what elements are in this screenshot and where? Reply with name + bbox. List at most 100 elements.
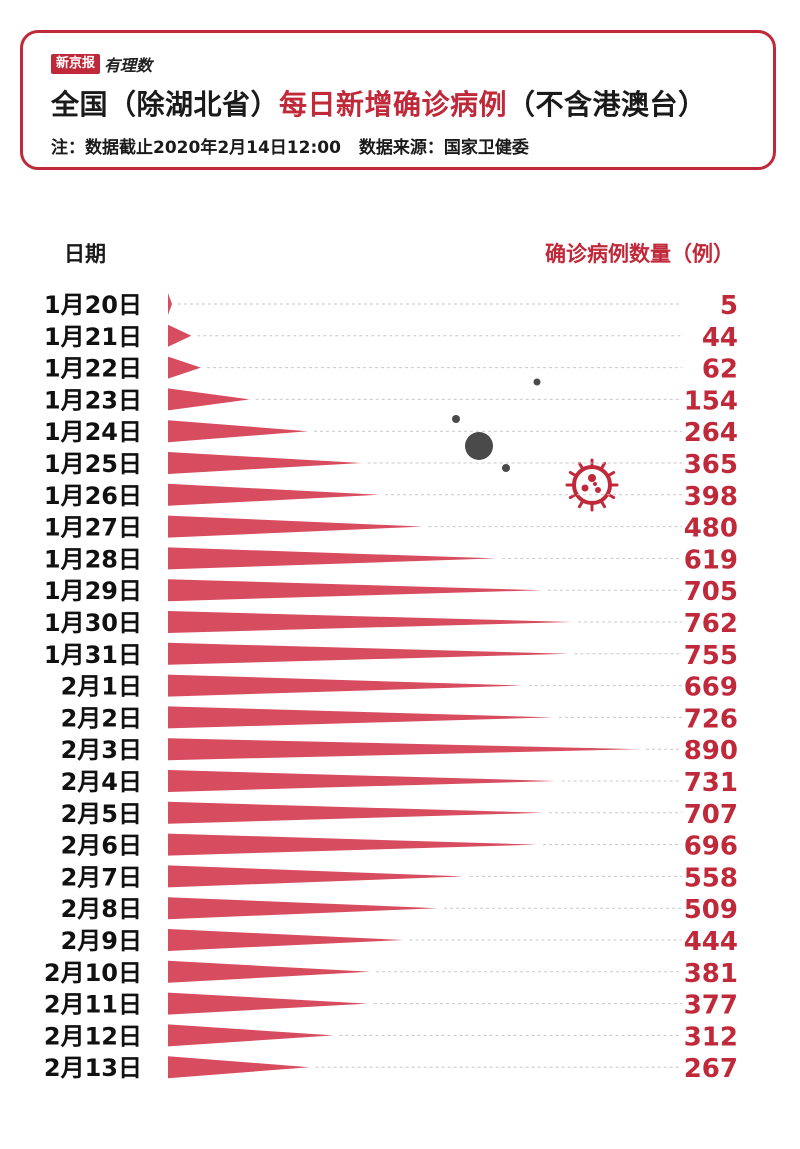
bar bbox=[168, 388, 250, 411]
bar bbox=[168, 706, 554, 729]
bar-row: 2月5日 707 bbox=[61, 800, 738, 830]
value-label: 890 bbox=[684, 736, 738, 766]
bar bbox=[168, 770, 556, 792]
dot-large-icon bbox=[465, 432, 493, 460]
bar-row: 2月9日 444 bbox=[61, 927, 738, 957]
bar bbox=[168, 1056, 310, 1079]
dot-small-3-icon bbox=[502, 464, 510, 472]
date-label: 1月22日 bbox=[44, 355, 142, 383]
date-label: 2月10日 bbox=[44, 959, 142, 987]
bar-row: 1月29日 705 bbox=[44, 577, 738, 607]
value-label: 312 bbox=[684, 1022, 738, 1052]
bar-row: 1月31日 755 bbox=[44, 641, 738, 671]
value-label: 381 bbox=[684, 959, 738, 989]
bar-row: 2月7日 558 bbox=[61, 863, 738, 893]
date-label: 2月6日 bbox=[61, 832, 142, 860]
bar bbox=[168, 515, 423, 538]
bar-row: 2月12日 312 bbox=[44, 1022, 738, 1052]
virus-icon bbox=[565, 458, 619, 512]
bar-row: 2月4日 731 bbox=[61, 768, 738, 798]
date-label: 2月1日 bbox=[61, 673, 142, 701]
note-cutoff: 注：数据截止2020年2月14日12:00 bbox=[51, 138, 341, 158]
value-label: 5 bbox=[720, 291, 738, 321]
bar bbox=[168, 611, 573, 633]
date-label: 1月29日 bbox=[44, 577, 142, 605]
date-label: 2月11日 bbox=[44, 991, 142, 1019]
date-label: 2月9日 bbox=[61, 927, 142, 955]
value-label: 558 bbox=[684, 863, 738, 893]
date-label: 2月12日 bbox=[44, 1022, 142, 1050]
bar bbox=[168, 738, 640, 761]
date-label: 1月20日 bbox=[44, 291, 142, 319]
bar-row: 1月22日 62 bbox=[44, 355, 738, 385]
bar bbox=[168, 483, 380, 506]
title-part-red: 每日新增确诊病例 bbox=[279, 88, 508, 121]
value-label: 669 bbox=[684, 673, 738, 703]
value-label: 154 bbox=[684, 386, 738, 416]
value-label: 44 bbox=[702, 323, 738, 353]
value-label: 731 bbox=[684, 768, 738, 798]
note-line: 注：数据截止2020年2月14日12:00 数据来源：国家卫健委 bbox=[51, 133, 529, 158]
bar bbox=[168, 833, 538, 856]
bar-row: 2月3日 890 bbox=[61, 736, 738, 766]
bar-row: 1月25日 365 bbox=[44, 450, 738, 480]
date-label: 2月7日 bbox=[61, 863, 142, 891]
bar bbox=[168, 420, 309, 443]
dot-small-2-icon bbox=[452, 415, 460, 423]
bar bbox=[168, 642, 569, 665]
title-part-2: （不含港澳台） bbox=[507, 88, 707, 121]
value-label: 62 bbox=[702, 355, 738, 385]
date-label: 1月31日 bbox=[44, 641, 142, 669]
date-column-header: 日期 bbox=[64, 242, 106, 266]
date-label: 1月21日 bbox=[44, 323, 142, 351]
count-column-header: 确诊病例数量（例） bbox=[545, 242, 734, 266]
value-label: 264 bbox=[684, 418, 738, 448]
bar bbox=[168, 579, 542, 602]
date-label: 1月26日 bbox=[44, 482, 142, 510]
bar-row: 1月28日 619 bbox=[44, 545, 738, 575]
bar bbox=[168, 324, 192, 347]
bar bbox=[168, 929, 404, 951]
bar-row: 2月11日 377 bbox=[44, 991, 738, 1021]
date-label: 1月30日 bbox=[44, 609, 142, 637]
value-label: 705 bbox=[684, 577, 738, 607]
date-label: 2月5日 bbox=[61, 800, 142, 828]
bar bbox=[168, 293, 172, 315]
bar-row: 2月8日 509 bbox=[61, 895, 738, 925]
value-label: 755 bbox=[684, 641, 738, 671]
logo-script: 有理数 bbox=[104, 56, 153, 75]
value-label: 707 bbox=[684, 800, 738, 830]
value-label: 762 bbox=[684, 609, 738, 639]
bar-row: 2月6日 696 bbox=[61, 832, 738, 862]
value-label: 509 bbox=[684, 895, 738, 925]
bar bbox=[168, 992, 368, 1015]
bar bbox=[168, 674, 523, 697]
bar-row: 2月1日 669 bbox=[61, 673, 738, 703]
date-label: 2月2日 bbox=[61, 704, 142, 732]
date-label: 2月3日 bbox=[61, 736, 142, 764]
date-label: 1月24日 bbox=[44, 418, 142, 446]
value-label: 365 bbox=[684, 450, 738, 480]
bar bbox=[168, 1024, 334, 1047]
bar bbox=[168, 356, 201, 379]
bar bbox=[168, 452, 362, 474]
bar-row: 2月13日 267 bbox=[44, 1054, 738, 1084]
value-label: 726 bbox=[684, 704, 738, 734]
bar-row: 1月20日 5 bbox=[44, 291, 738, 321]
chart-title: 全国（除湖北省）每日新增确诊病例（不含港澳台） bbox=[51, 83, 707, 123]
date-label: 1月28日 bbox=[44, 545, 142, 573]
value-label: 444 bbox=[684, 927, 738, 957]
bar bbox=[168, 897, 438, 920]
value-label: 480 bbox=[684, 514, 738, 544]
bar-row: 1月21日 44 bbox=[44, 323, 738, 353]
bar-row: 1月26日 398 bbox=[44, 482, 738, 512]
bar-row: 2月10日 381 bbox=[44, 959, 738, 989]
bar-row: 1月30日 762 bbox=[44, 609, 738, 639]
date-label: 2月4日 bbox=[61, 768, 142, 796]
bar-row: 1月23日 154 bbox=[44, 386, 738, 416]
bar bbox=[168, 865, 464, 888]
title-part-1: 全国（除湖北省） bbox=[51, 88, 280, 121]
decoration bbox=[452, 378, 619, 512]
value-label: 267 bbox=[684, 1054, 738, 1084]
